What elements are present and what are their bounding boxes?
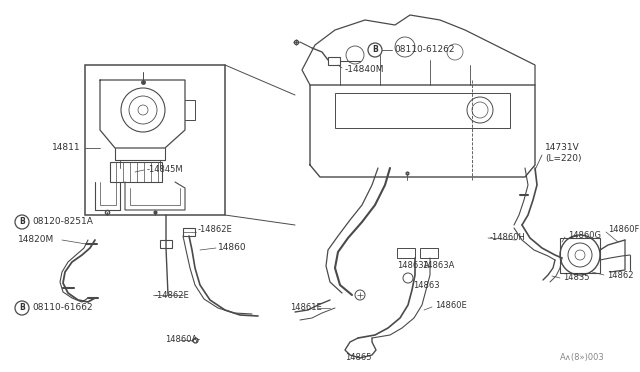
Text: -14845M: -14845M bbox=[147, 166, 184, 174]
Text: 14860F: 14860F bbox=[608, 225, 639, 234]
Bar bbox=[420, 248, 438, 258]
Text: 08120-8251A: 08120-8251A bbox=[32, 218, 93, 227]
Text: -14840M: -14840M bbox=[345, 65, 385, 74]
Bar bbox=[183, 228, 195, 236]
Text: 08110-61262: 08110-61262 bbox=[394, 45, 454, 55]
Bar bbox=[110, 162, 162, 182]
Text: B: B bbox=[372, 45, 378, 55]
Text: 14861E: 14861E bbox=[290, 304, 322, 312]
Text: 14863: 14863 bbox=[413, 280, 440, 289]
Text: 14811: 14811 bbox=[52, 144, 81, 153]
Bar bbox=[335, 93, 510, 128]
Bar bbox=[328, 57, 340, 65]
Text: 14860E: 14860E bbox=[435, 301, 467, 310]
Text: A∧(8»)003: A∧(8»)003 bbox=[560, 353, 605, 362]
Text: 08110-61662: 08110-61662 bbox=[32, 304, 93, 312]
Bar bbox=[397, 248, 415, 258]
Text: B: B bbox=[19, 304, 25, 312]
Text: 14863A: 14863A bbox=[422, 260, 454, 269]
Text: 14860: 14860 bbox=[218, 244, 246, 253]
Bar bbox=[85, 65, 225, 215]
Text: 14863A: 14863A bbox=[397, 260, 429, 269]
Text: 14860G: 14860G bbox=[568, 231, 601, 240]
Text: B: B bbox=[19, 218, 25, 227]
Text: -14862E: -14862E bbox=[198, 225, 233, 234]
Text: 14860A-: 14860A- bbox=[165, 336, 200, 344]
Bar bbox=[160, 240, 172, 248]
Text: 14835: 14835 bbox=[563, 273, 589, 282]
Text: 14865: 14865 bbox=[345, 353, 371, 362]
Text: 14862: 14862 bbox=[607, 270, 634, 279]
Text: (L=220): (L=220) bbox=[545, 154, 582, 163]
Text: 14820M: 14820M bbox=[18, 235, 54, 244]
Text: 14731V: 14731V bbox=[545, 144, 580, 153]
Text: -14860H: -14860H bbox=[490, 234, 526, 243]
Text: -14862E: -14862E bbox=[155, 291, 189, 299]
Bar bbox=[560, 238, 600, 273]
